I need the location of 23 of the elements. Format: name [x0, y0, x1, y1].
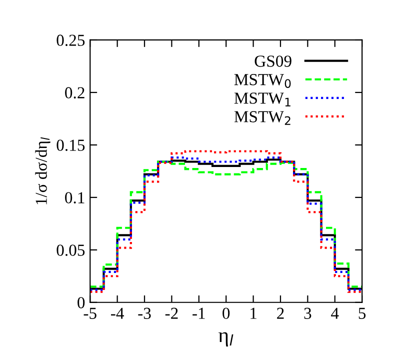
y-tick-label: 0.05	[56, 244, 85, 256]
legend-label: MSTW$_{0}$	[234, 74, 291, 88]
x-tick-label: -2	[165, 308, 178, 319]
x-tick-label: 4	[331, 308, 339, 319]
x-tick-label: 1	[250, 308, 256, 319]
y-tick-label: 0	[78, 297, 85, 308]
x-tick-label: -4	[110, 308, 124, 319]
y-axis-title: 1/σ dσ/dη$_{l}$	[35, 137, 50, 204]
x-tick-label: 2	[277, 308, 284, 319]
legend-label: GS09	[254, 56, 292, 67]
x-tick-label: 3	[304, 308, 312, 319]
y-tick-label: 0.1	[65, 192, 84, 204]
x-tick-label: -5	[84, 308, 96, 319]
x-axis-title: η$_{l}$	[218, 332, 234, 346]
x-tick-label: 5	[358, 308, 366, 319]
x-tick-label: -3	[138, 308, 151, 319]
y-tick-label: 0.15	[56, 140, 85, 151]
y-tick-label: 0.25	[56, 34, 85, 46]
y-tick-label: 0.2	[65, 87, 84, 98]
legend-label: MSTW$_{1}$	[234, 92, 290, 106]
x-tick-label: 0	[222, 308, 230, 319]
x-tick-label: -1	[192, 308, 205, 319]
legend-label: MSTW$_{2}$	[234, 111, 290, 125]
